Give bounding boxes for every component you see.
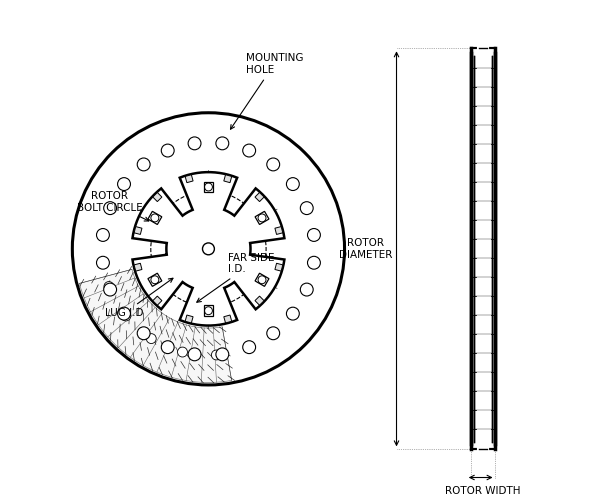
Polygon shape [185,175,193,182]
Polygon shape [133,172,284,326]
Circle shape [243,340,256,353]
Polygon shape [255,296,264,305]
Polygon shape [185,315,193,323]
Circle shape [74,114,343,384]
Polygon shape [255,273,269,286]
Circle shape [161,340,174,353]
Text: MOUNTING
HOLE: MOUNTING HOLE [230,54,303,129]
Polygon shape [204,182,213,192]
Polygon shape [224,315,232,323]
Circle shape [188,137,201,150]
Polygon shape [153,192,162,202]
Circle shape [301,283,313,296]
Circle shape [118,178,130,190]
Circle shape [97,256,109,269]
Bar [471,48,496,450]
Circle shape [146,334,156,344]
Polygon shape [224,175,232,182]
Circle shape [203,243,214,255]
Circle shape [216,348,229,361]
Circle shape [137,327,150,340]
Text: FAR SIDE
I.D.: FAR SIDE I.D. [197,253,275,302]
Polygon shape [153,296,162,305]
Circle shape [216,137,229,150]
Text: ROTOR
DIAMETER: ROTOR DIAMETER [339,238,392,260]
Polygon shape [134,226,142,234]
Text: ROTOR
BOLT CIRCLE: ROTOR BOLT CIRCLE [77,191,149,221]
Circle shape [301,202,313,214]
Polygon shape [275,264,283,271]
Circle shape [286,178,299,190]
Circle shape [121,311,131,321]
Circle shape [188,348,201,361]
Circle shape [178,347,187,357]
Circle shape [104,202,116,214]
Circle shape [118,307,130,320]
Circle shape [243,144,256,157]
Polygon shape [255,192,264,202]
Polygon shape [255,212,269,224]
Circle shape [308,228,320,241]
Polygon shape [275,226,283,234]
Text: ROTOR WIDTH: ROTOR WIDTH [445,486,521,496]
Circle shape [161,144,174,157]
Circle shape [286,307,299,320]
Circle shape [137,158,150,171]
Circle shape [267,158,280,171]
Circle shape [308,256,320,269]
Circle shape [267,327,280,340]
Polygon shape [204,306,213,316]
Circle shape [211,350,221,360]
Circle shape [104,282,114,292]
Circle shape [104,283,116,296]
Polygon shape [148,212,162,224]
Polygon shape [134,264,142,271]
Polygon shape [79,270,232,382]
Text: LUG I.D: LUG I.D [105,278,173,318]
Circle shape [97,228,109,241]
Polygon shape [148,273,162,286]
